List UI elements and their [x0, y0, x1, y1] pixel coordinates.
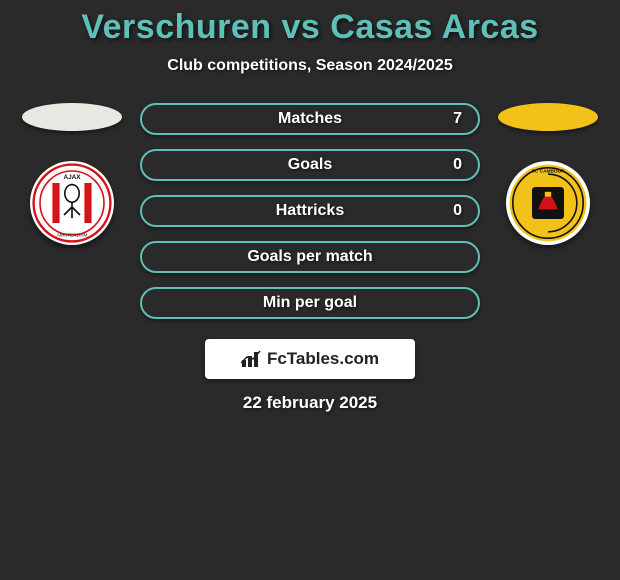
ajax-crest: AJAX AMSTERDAM	[30, 161, 114, 245]
right-player-col: SC CAMBUUR	[498, 103, 598, 245]
cambuur-crest-svg: SC CAMBUUR	[508, 163, 588, 243]
ajax-crest-svg: AJAX AMSTERDAM	[32, 163, 112, 243]
page-title: Verschuren vs Casas Arcas	[0, 8, 620, 47]
main-row: AJAX AMSTERDAM Matches 7 Goals 0 Hattric…	[0, 103, 620, 319]
stat-label: Goals	[288, 156, 332, 174]
svg-text:AJAX: AJAX	[63, 174, 81, 181]
stat-value: 7	[453, 110, 462, 128]
stat-pill-hattricks: Hattricks 0	[140, 195, 480, 227]
page-subtitle: Club competitions, Season 2024/2025	[0, 57, 620, 75]
stat-value: 0	[453, 202, 462, 220]
cambuur-crest: SC CAMBUUR	[506, 161, 590, 245]
stat-pill-goals: Goals 0	[140, 149, 480, 181]
svg-text:SC CAMBUUR: SC CAMBUUR	[532, 169, 565, 175]
stat-label: Min per goal	[263, 294, 357, 312]
stat-label: Hattricks	[276, 202, 344, 220]
stats-column: Matches 7 Goals 0 Hattricks 0 Goals per …	[140, 103, 480, 319]
bar-chart-icon	[241, 350, 261, 368]
infographic-container: Verschuren vs Casas Arcas Club competiti…	[0, 0, 620, 413]
right-ellipse	[498, 103, 598, 131]
svg-text:AMSTERDAM: AMSTERDAM	[57, 233, 88, 239]
stat-value: 0	[453, 156, 462, 174]
fctables-logo: FcTables.com	[205, 339, 415, 379]
stat-pill-mpg: Min per goal	[140, 287, 480, 319]
left-ellipse	[22, 103, 122, 131]
fctables-text: FcTables.com	[267, 349, 379, 369]
stat-pill-gpm: Goals per match	[140, 241, 480, 273]
stat-label: Goals per match	[247, 248, 372, 266]
date-text: 22 february 2025	[0, 393, 620, 413]
stat-label: Matches	[278, 110, 342, 128]
left-player-col: AJAX AMSTERDAM	[22, 103, 122, 245]
stat-pill-matches: Matches 7	[140, 103, 480, 135]
